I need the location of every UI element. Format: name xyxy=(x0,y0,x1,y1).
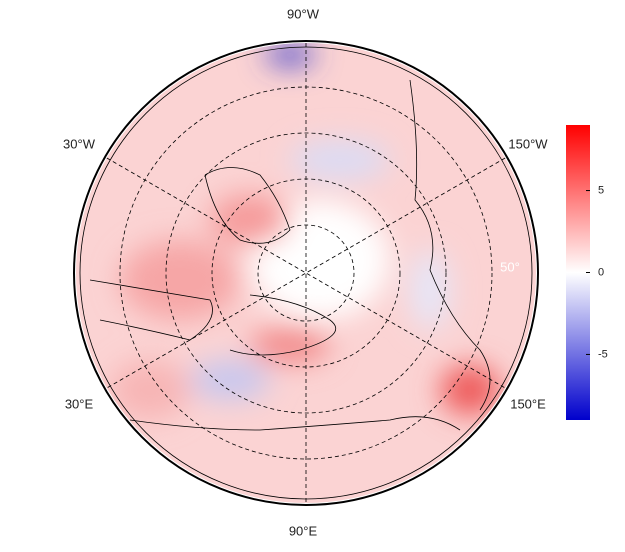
lon-label: 90°W xyxy=(287,6,320,21)
lat-label: 50° xyxy=(500,259,520,274)
lon-label: 30°W xyxy=(63,136,96,151)
field xyxy=(76,43,536,503)
lon-label: 150°E xyxy=(510,396,546,411)
map-border xyxy=(73,40,539,506)
colorbar-tick-label: 0 xyxy=(598,266,604,278)
colorbar-tick-label: 5 xyxy=(598,184,604,196)
lon-label: 30°E xyxy=(65,396,94,411)
lon-label: 90°E xyxy=(289,523,318,538)
graticule xyxy=(106,43,506,503)
coastlines xyxy=(89,79,491,431)
lat-circle xyxy=(165,132,447,414)
colorbar-tick-label: -5 xyxy=(598,348,608,360)
map-inner-border xyxy=(79,46,533,500)
lon-label: 150°W xyxy=(508,136,548,151)
